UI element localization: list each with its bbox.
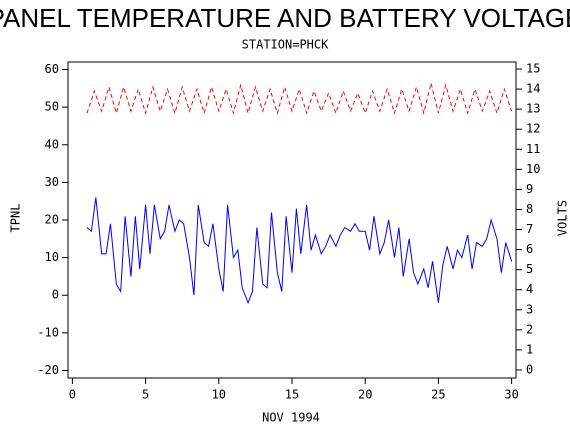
y-tick-label: -10 xyxy=(37,325,59,339)
y2-tick-label: 13 xyxy=(526,102,540,116)
y2-tick-label: 7 xyxy=(526,222,533,236)
y-tick-label: 20 xyxy=(45,213,59,227)
y2-tick-label: 1 xyxy=(526,342,533,356)
y-tick-label: 30 xyxy=(45,175,59,189)
y-tick-label: 10 xyxy=(45,250,59,264)
y-tick-label: 50 xyxy=(45,100,59,114)
chart-title: PANEL TEMPERATURE AND BATTERY VOLTAGE xyxy=(0,3,570,33)
y2-tick-label: 10 xyxy=(526,162,540,176)
y2-tick-label: 0 xyxy=(526,362,533,376)
y2-tick-label: 4 xyxy=(526,282,533,296)
x-tick-label: 30 xyxy=(504,388,518,402)
y2-tick-label: 3 xyxy=(526,302,533,316)
x-tick-label: 0 xyxy=(69,388,76,402)
y-tick-label: 0 xyxy=(52,288,59,302)
y2-tick-label: 2 xyxy=(526,322,533,336)
y2-tick-label: 6 xyxy=(526,242,533,256)
x-tick-label: 25 xyxy=(431,388,445,402)
y2-tick-label: 11 xyxy=(526,142,540,156)
x-tick-label: 20 xyxy=(358,388,372,402)
y2-tick-label: 8 xyxy=(526,202,533,216)
y2-tick-label: 14 xyxy=(526,82,540,96)
series-line xyxy=(86,82,513,116)
x-axis-label: NOV 1994 xyxy=(262,411,320,425)
x-tick-label: 10 xyxy=(212,388,226,402)
y-tick-label: -20 xyxy=(37,363,59,377)
y-axis-label: TPNL xyxy=(9,204,23,233)
x-tick-label: 15 xyxy=(285,388,299,402)
y2-tick-label: 15 xyxy=(526,62,540,76)
series-line xyxy=(86,197,513,305)
y-tick-label: 60 xyxy=(45,62,59,76)
y2-tick-label: 9 xyxy=(526,182,533,196)
y2-axis-label: VOLTS xyxy=(556,200,570,236)
chart-subtitle: STATION=PHCK xyxy=(242,38,329,52)
y2-tick-label: 12 xyxy=(526,122,540,136)
x-tick-label: 5 xyxy=(142,388,149,402)
y2-tick-label: 5 xyxy=(526,262,533,276)
y-tick-label: 40 xyxy=(45,137,59,151)
